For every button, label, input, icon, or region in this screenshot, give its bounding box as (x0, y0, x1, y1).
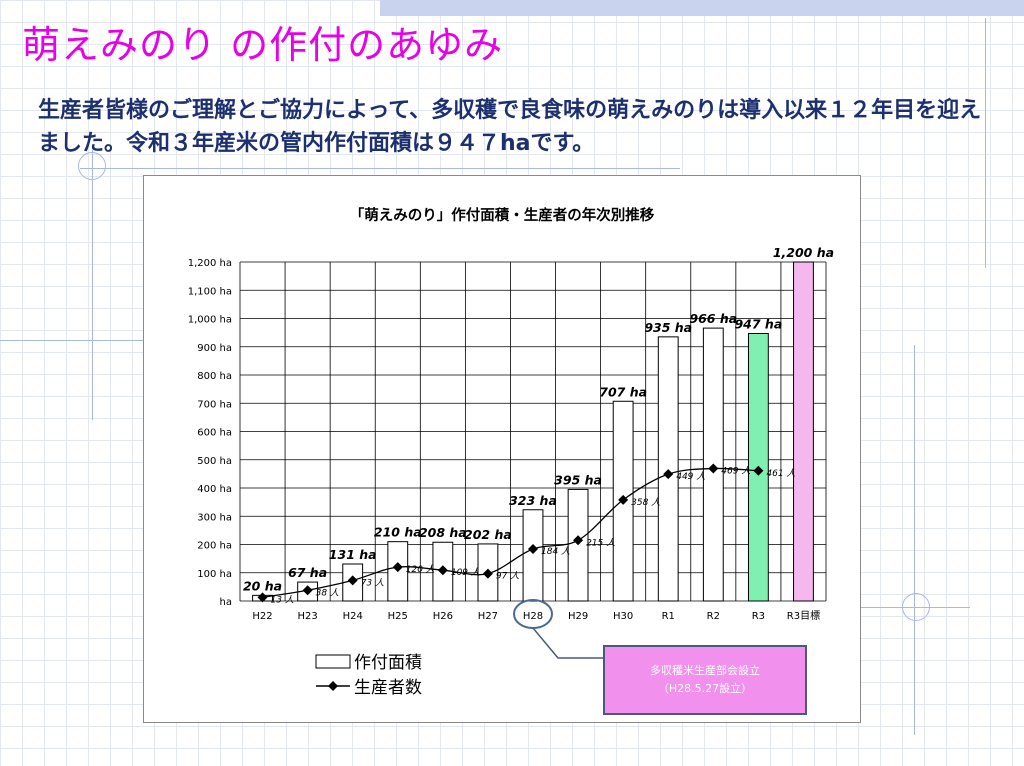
producer-point-H30 (618, 494, 629, 505)
legend-bar-swatch (315, 654, 351, 669)
producer-point-H27 (482, 568, 493, 579)
x-tick-label: R1 (662, 611, 675, 622)
y-tick-label: 300 ha (197, 512, 232, 523)
bar-value-label: 395 ha (554, 472, 602, 487)
producer-point-R2 (708, 463, 719, 474)
x-tick-label: H30 (613, 611, 633, 622)
y-tick-label: 200 ha (197, 541, 232, 552)
producer-value-label: 109 人 (451, 567, 480, 578)
bar-value-label: 131 ha (329, 547, 377, 562)
callout-box: 多収穫米生産部会設立 （H28.5.27設立） (603, 645, 807, 715)
producer-point-H24 (347, 575, 358, 586)
producer-value-label: 358 人 (631, 497, 660, 508)
producer-value-label: 469 人 (721, 466, 750, 477)
producer-point-H26 (437, 565, 448, 576)
x-tick-label: R3 (752, 611, 765, 622)
x-tick-label: H25 (388, 611, 408, 622)
x-tick-label: H22 (252, 611, 272, 622)
x-tick-label: H29 (568, 611, 588, 622)
producer-value-label: 461 人 (766, 468, 795, 479)
decoration-line-v1 (92, 150, 93, 420)
line-layer (257, 463, 764, 603)
y-tick-label: 1,000 ha (188, 315, 232, 326)
bar-value-label: 966 ha (689, 311, 737, 326)
producer-point-R3 (753, 465, 764, 476)
bar-value-label: 210 ha (374, 525, 422, 540)
bar-value-label: 202 ha (464, 527, 512, 542)
legend-bar-label: 作付面積 (354, 653, 422, 673)
bar-R1 (657, 336, 679, 602)
bar-value-label: 67 ha (288, 565, 327, 580)
bar-value-label: 947 ha (734, 316, 782, 331)
bar-value-label: 323 ha (509, 493, 557, 508)
top-decoration-bar (380, 0, 1024, 16)
bar-value-label: 208 ha (419, 525, 467, 540)
producer-value-label: 97 人 (496, 571, 519, 582)
producer-value-label: 13 人 (271, 594, 294, 605)
y-tick-layer: ha 100 ha 200 ha 300 ha 400 ha 500 ha 600 ha 70… (188, 258, 232, 608)
x-tick-label: H24 (343, 611, 363, 622)
y-tick-label: 1,100 ha (188, 286, 232, 297)
x-tick-label: R3目標 (787, 609, 820, 622)
producer-value-label: 38 人 (316, 587, 339, 598)
producer-point-H23 (302, 585, 313, 596)
bar-value-label: 935 ha (644, 320, 692, 335)
y-tick-label: 400 ha (197, 484, 232, 495)
bar-value-label: 707 ha (599, 384, 647, 399)
bar-R3目標 (793, 261, 814, 602)
decoration-line-v3 (914, 345, 915, 735)
chart-title: 「萌えみのり」作付面積・生産者の年次別推移 (350, 206, 655, 224)
y-tick-label: 1,200 ha (188, 258, 232, 269)
y-tick-label: 800 ha (197, 371, 232, 382)
legend-line-label: 生産者数 (354, 678, 422, 698)
decoration-line-h1 (0, 340, 150, 341)
producer-point-H25 (392, 562, 403, 573)
x-tick-label: H23 (297, 611, 317, 622)
producer-value-label: 449 人 (676, 471, 705, 482)
producer-point-H22 (257, 592, 268, 603)
decoration-circle-1 (78, 152, 106, 180)
bar-value-label: 1,200 ha (773, 245, 834, 260)
callout-connector-line (532, 627, 604, 659)
slide-title: 萌えみのり の作付のあゆみ (22, 23, 504, 67)
chart-legend: 作付面積 生産者数 (315, 653, 422, 698)
producer-value-label: 120 人 (406, 564, 435, 575)
decoration-line-v2 (985, 18, 986, 268)
slide-subtitle: 生産者皆様のご理解とご協力によって、多収穫で良食味の萌えみのりは導入以来１２年目… (38, 98, 982, 156)
bar-H28 (522, 509, 544, 602)
chart-container: 20 ha 67 ha 131 ha 210 ha 208 ha 202 ha 323 ha… (143, 175, 861, 723)
legend-line-marker (328, 681, 338, 691)
y-tick-label: 600 ha (197, 428, 232, 439)
producer-value-label: 215 人 (586, 537, 615, 548)
x-tick-label: H27 (478, 611, 498, 622)
y-tick-label: 500 ha (197, 456, 232, 467)
y-tick-label: 900 ha (197, 343, 232, 354)
y-tick-label: 700 ha (197, 399, 232, 410)
x-tick-layer: H22 H23 H24 H25 H26 H27 H28 H29 H30 R1 R2 R3 R3目標 (252, 609, 820, 622)
producer-value-label: 184 人 (541, 546, 570, 557)
callout-line-1: 多収穫米生産部会設立 (650, 663, 760, 677)
x-tick-label: R2 (707, 611, 720, 622)
producer-point-H28 (528, 544, 538, 555)
y-tick-label: ha (220, 597, 232, 608)
decoration-circle-2 (902, 593, 930, 621)
y-tick-label: 100 ha (197, 569, 232, 580)
x-tick-label: H26 (433, 611, 453, 622)
callout-line-2: （H28.5.27設立） (658, 681, 752, 695)
producer-point-R1 (663, 469, 674, 480)
x-tick-label: H28 (523, 611, 543, 622)
callout-rect (603, 645, 807, 715)
bar-value-label: 20 ha (243, 578, 282, 593)
producer-value-label: 73 人 (361, 577, 384, 588)
producer-point-H29 (573, 535, 584, 546)
decoration-line-h3 (80, 168, 680, 169)
